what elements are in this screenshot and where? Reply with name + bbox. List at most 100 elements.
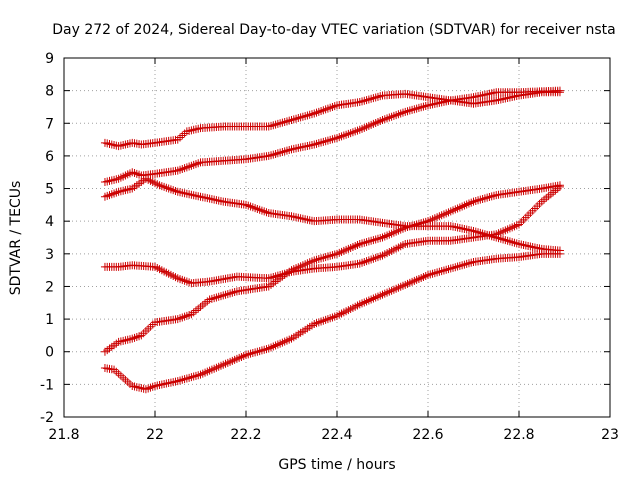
data-point <box>373 292 382 301</box>
series-4 <box>100 182 564 288</box>
data-point <box>100 138 109 147</box>
data-point <box>496 228 505 237</box>
data-point <box>512 239 521 248</box>
data-point <box>153 264 162 273</box>
data-point <box>367 295 376 304</box>
data-point <box>435 267 444 276</box>
data-point <box>537 197 546 206</box>
data-point <box>464 259 473 268</box>
data-point <box>503 225 512 234</box>
data-point <box>362 122 371 131</box>
data-point <box>385 287 394 296</box>
data-point <box>401 223 410 232</box>
data-point <box>351 127 360 136</box>
data-point <box>201 299 210 308</box>
data-point <box>446 264 455 273</box>
data-point <box>383 288 392 297</box>
data-point <box>105 176 114 185</box>
x-tick-label: 22.2 <box>230 427 261 443</box>
data-point <box>458 202 467 211</box>
data-point <box>226 289 235 298</box>
grid <box>64 58 610 417</box>
data-point <box>151 179 159 188</box>
data-point <box>385 230 394 239</box>
data-point <box>389 111 398 120</box>
data-point <box>348 128 357 137</box>
data-point <box>467 258 476 267</box>
data-point <box>503 236 512 245</box>
data-point <box>194 371 203 380</box>
data-point <box>114 369 123 378</box>
data-point <box>173 315 182 324</box>
data-point <box>364 95 373 104</box>
data-point <box>369 119 378 128</box>
data-point <box>337 309 346 318</box>
data-point <box>396 242 405 251</box>
data-point <box>387 229 396 238</box>
data-point <box>153 180 162 189</box>
data-point <box>323 104 332 113</box>
data-point <box>342 307 351 316</box>
data-point <box>369 254 378 263</box>
data-point <box>364 121 373 130</box>
data-point <box>130 333 139 342</box>
y-tick-label: 8 <box>45 84 54 100</box>
data-point <box>335 133 344 142</box>
data-point <box>105 139 114 148</box>
data-point <box>344 129 353 138</box>
data-point <box>180 164 189 173</box>
data-point <box>323 315 332 324</box>
data-point <box>344 306 353 315</box>
series-3 <box>100 174 564 255</box>
data-point <box>346 243 355 252</box>
data-point <box>362 96 371 105</box>
data-point <box>376 116 385 125</box>
data-point <box>267 343 276 352</box>
data-point <box>273 340 282 349</box>
data-point <box>107 140 116 149</box>
x-tick-label: 22.6 <box>412 427 443 443</box>
data-point <box>294 114 303 123</box>
data-point <box>160 182 169 191</box>
data-point <box>135 170 144 179</box>
data-point <box>317 107 326 116</box>
data-point <box>107 190 116 199</box>
data-point <box>412 220 421 229</box>
data-point <box>380 115 389 124</box>
data-point <box>351 241 360 250</box>
y-tick-label: 0 <box>45 345 54 361</box>
data-point <box>419 102 428 111</box>
data-point <box>392 284 401 293</box>
y-tick-label: 1 <box>45 312 54 328</box>
data-point <box>271 120 280 129</box>
data-point <box>269 342 278 351</box>
data-point <box>412 104 421 113</box>
data-point <box>323 136 332 145</box>
data-point <box>189 125 198 134</box>
data-point <box>337 247 346 256</box>
data-point <box>103 191 112 200</box>
data-point <box>330 250 339 259</box>
data-point <box>394 243 403 252</box>
data-point <box>326 251 335 260</box>
data-point <box>273 119 282 128</box>
data-point <box>373 117 382 126</box>
data-point <box>362 297 371 306</box>
data-point <box>519 215 528 224</box>
data-point <box>360 238 369 247</box>
data-point <box>378 233 387 242</box>
data-point <box>103 177 112 186</box>
data-point <box>169 272 178 281</box>
data-point <box>223 290 232 299</box>
data-point <box>176 376 185 385</box>
data-point <box>180 276 189 285</box>
data-point <box>228 288 237 297</box>
data-point <box>230 288 239 297</box>
data-point <box>246 202 255 211</box>
data-point <box>282 146 291 155</box>
data-point <box>185 373 194 382</box>
data-point <box>301 112 310 121</box>
data-point <box>310 140 319 149</box>
data-point <box>360 96 369 105</box>
